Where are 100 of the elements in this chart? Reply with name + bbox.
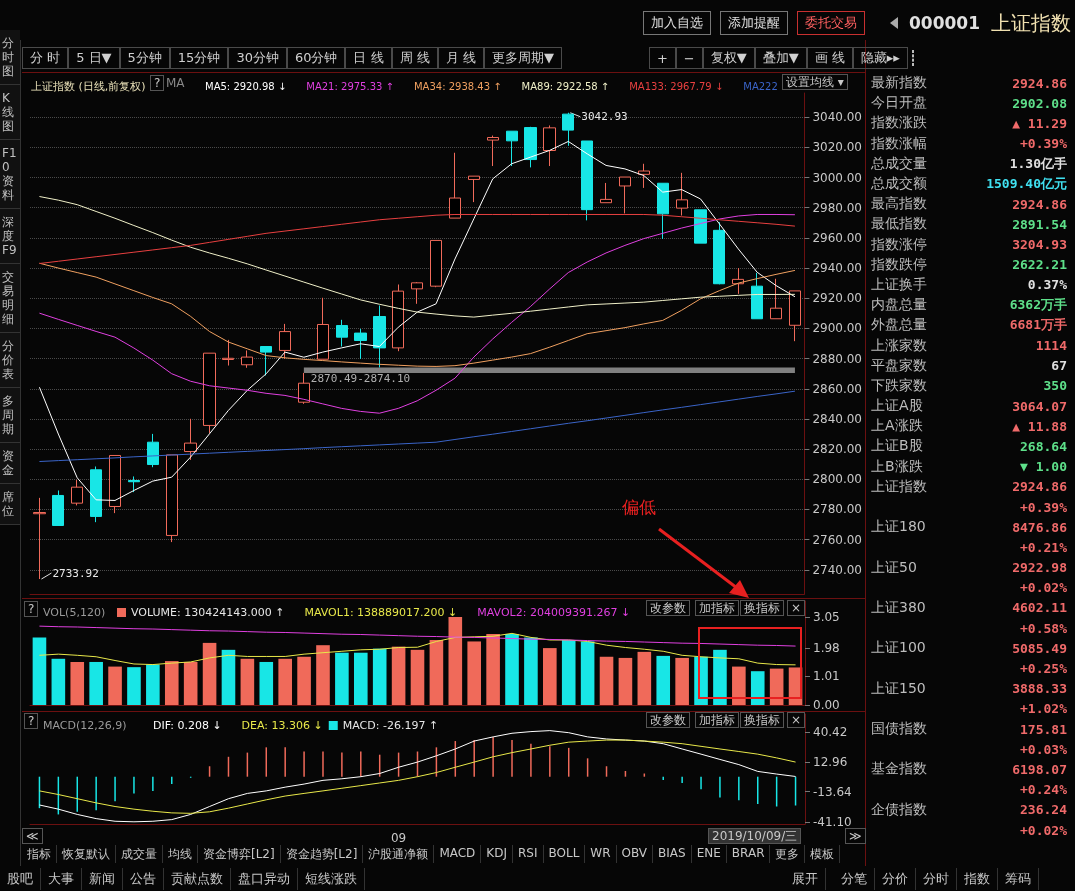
category-label: 上证B股 [871,437,923,456]
category-label: 内盘总量 [871,296,927,315]
text: 指标 [22,845,57,863]
bar [732,666,746,705]
y-tick-label: 2740.00 [812,562,862,577]
category-label: 指数涨跌 [871,114,927,133]
bar [618,657,633,705]
y-tick-label: 2940.00 [812,261,862,276]
category-label: 上证380 [871,598,926,617]
text: 3204.93 [1012,237,1067,253]
annotation: 加指标 [695,600,739,616]
text: MA89: 2922.58 ↑ [521,80,610,92]
text: F10资料 [0,140,20,209]
bar [89,661,103,705]
candlestick [71,479,83,506]
annotation: 偏低 [622,497,656,517]
candlestick [373,304,386,368]
category-label: 最高指数 [871,195,927,214]
text: MA133: 2967.79 ↓ [629,80,724,92]
text: 更多周期▼ [483,47,562,69]
candlestick [354,328,367,360]
line-series [38,213,796,414]
text: MA222 [743,80,778,92]
bar [467,641,482,705]
bar [335,652,349,705]
line-series [38,196,796,318]
candlestick [411,281,423,305]
text: ENE [691,845,727,863]
candlestick [109,454,121,514]
candlestick [638,163,650,189]
y-tick-label: 0.00 [813,698,840,712]
bar [70,661,85,705]
candlestick [713,221,725,285]
text: 5 日▼ [68,47,120,69]
candlestick [317,297,329,360]
text: 新闻 [82,868,123,890]
text: 叠加▼ [754,47,807,69]
candlestick [789,290,801,342]
text: 短线涨跌 [298,868,365,890]
text: 恢复默认 [57,845,116,863]
text: 复权▼ [702,47,755,69]
band-label: 2870.49-2874.10 [310,371,411,385]
annotation: ? [24,601,39,617]
bar [543,648,557,705]
bar [278,658,292,705]
candlestick [543,124,556,167]
candlestick [506,130,518,167]
text: KDJ [481,845,514,863]
text: +0.39% [1020,136,1067,152]
series-label: MAVOL2: 204009391.267 ↓ [477,606,631,619]
bar [448,616,463,705]
text: 67 [1051,358,1067,374]
text: 上证指数 [990,9,1071,37]
candlestick [336,319,348,348]
y-tick-label: 2920.00 [812,291,862,306]
annotation: 加指标 [695,712,739,728]
y-tick-label: 3040.00 [812,110,862,125]
category-label: 基金指数 [871,760,927,779]
candlestick [279,323,291,360]
text: 席位 [0,484,20,525]
category-label: 国债指数 [871,720,927,739]
candlestick [90,465,102,523]
text: 1509.40亿元 [986,176,1067,192]
y-tick-label: 1.98 [813,640,840,655]
candlestick [468,175,480,203]
candlestick [260,346,272,376]
text: 5分钟 [119,47,170,69]
text: 2924.86 [1012,75,1067,91]
text: 分 时 [22,47,69,69]
annotation: × [787,600,806,616]
bar [183,661,198,705]
candlestick [619,176,631,214]
text: DEA: 13.306 ↓ [241,719,323,732]
series-label: MAVOL1: 138889017.200 ↓ [304,606,458,619]
text: 委托交易 [797,11,865,35]
text: 8476.86 [1012,519,1067,535]
text: 分价 [875,868,916,890]
text: 6198.07 [1012,761,1067,777]
text: +1.02% [1020,701,1067,717]
category-label: 总成交量 [871,154,927,173]
category-label: 上证180 [871,518,926,537]
y-tick-label: 3.05 [813,609,840,624]
text: 资金趋势[L2] [280,845,364,863]
text: 3064.07 [1012,398,1067,414]
legend-label: VOLUME: 130424143.000 ↑ [131,606,285,619]
annotation: × [787,712,806,728]
candlestick [751,272,763,320]
text: 资金 [0,443,20,484]
text: 分笔 [834,868,875,890]
y-tick-label: 2900.00 [812,321,862,336]
y-tick-label: 3020.00 [812,140,862,155]
bar [656,655,671,705]
text: ? [150,75,165,91]
text: +0.58% [1020,620,1067,636]
bar [108,666,122,705]
text: ≫ [845,828,866,844]
text: 2622.21 [1012,257,1067,273]
text: 2902.08 [1012,95,1067,111]
candlestick [128,475,140,493]
bar [127,667,141,705]
